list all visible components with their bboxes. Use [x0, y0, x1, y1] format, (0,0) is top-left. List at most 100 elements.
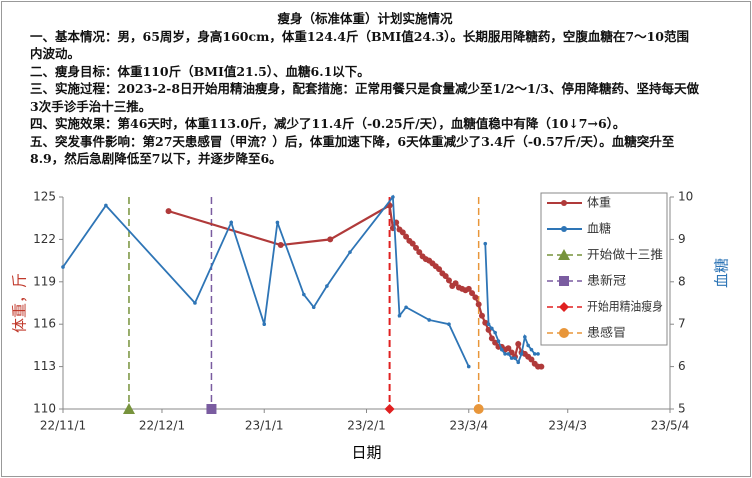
y-tick-label: 116	[33, 317, 56, 331]
point	[536, 352, 540, 356]
point	[404, 305, 408, 310]
event-marker	[206, 404, 217, 414]
line: 二、瘦身目标：体重110斤（BMI值21.5）、血糖6.1以下。	[30, 63, 370, 79]
x-tick-label: 23/1/1	[245, 419, 284, 433]
point	[311, 305, 316, 310]
point	[506, 352, 511, 356]
point	[503, 352, 507, 356]
point	[61, 265, 65, 269]
y-tick-label: 119	[33, 274, 56, 288]
point	[445, 277, 452, 284]
legend-swatch	[558, 249, 570, 260]
point	[302, 292, 306, 297]
point	[532, 352, 537, 356]
point	[104, 203, 108, 208]
point	[472, 294, 479, 301]
point	[519, 352, 524, 356]
point	[447, 322, 451, 327]
point	[262, 322, 267, 327]
legend-label: 开始用精油瘦身	[587, 299, 663, 314]
point	[427, 318, 431, 322]
point	[528, 356, 535, 363]
x-axis-label: 日期	[351, 444, 381, 462]
line: 三、实施过程：2023-2-8日开始用精油瘦身，配套措施：正常用餐只是食量减少至…	[30, 81, 699, 114]
point	[486, 322, 491, 327]
point	[493, 330, 497, 335]
point	[436, 266, 443, 273]
point	[516, 360, 521, 365]
line: 五、突发事件影响：第27天患感冒（甲流？）后，体重加速下降，6天体重减少了3.4…	[30, 133, 675, 167]
point	[492, 339, 499, 346]
point	[442, 273, 449, 280]
point	[490, 326, 494, 331]
point	[469, 290, 476, 297]
point	[348, 250, 352, 254]
point	[403, 233, 410, 240]
header: 瘦身（标准体重）计划实施情况 一、基本情况：男，65周岁，身高160cm，体重1…	[30, 10, 700, 168]
point	[391, 195, 395, 199]
legend-label: 患感冒	[587, 325, 626, 340]
point	[505, 345, 512, 352]
y2-tick-label: 7	[678, 317, 686, 331]
point	[499, 347, 504, 352]
point	[409, 240, 416, 247]
point	[397, 313, 402, 318]
point	[515, 340, 522, 347]
event-marker	[473, 404, 484, 414]
y-tick-label: 122	[33, 232, 56, 246]
point	[399, 229, 406, 236]
point	[229, 220, 234, 225]
point	[526, 343, 530, 348]
legend-label: 体重	[587, 196, 611, 210]
series-line	[62, 194, 539, 367]
legend-box	[540, 192, 668, 346]
line: 四、实施效果：第46天时，体重113.0斤，减少了11.4斤（-0.25斤/天）…	[30, 116, 626, 131]
legend-label: 患新冠	[587, 273, 626, 288]
point	[529, 347, 534, 352]
x-tick-label: 23/3/4	[449, 419, 488, 433]
x-tick-label: 23/2/1	[347, 419, 386, 433]
legend-swatch	[559, 302, 569, 312]
y2-tick-label: 6	[678, 359, 686, 373]
y2-tick-label: 8	[678, 274, 686, 288]
point	[165, 208, 172, 215]
point	[475, 301, 482, 308]
point	[465, 285, 472, 292]
legend-label: 血糖	[587, 221, 611, 236]
y2-axis-label: 血糖	[713, 258, 731, 288]
point	[508, 349, 515, 356]
point	[488, 335, 495, 342]
point	[275, 220, 280, 225]
point	[416, 249, 423, 256]
y2-tick-label: 10	[678, 190, 693, 204]
x-tick-label: 22/12/1	[139, 419, 185, 433]
point	[513, 356, 517, 360]
point	[482, 319, 489, 326]
point	[412, 244, 419, 251]
y2-tick-label: 5	[678, 402, 686, 416]
point	[193, 301, 197, 305]
point	[509, 356, 514, 360]
point	[523, 335, 527, 339]
point	[452, 280, 459, 287]
legend-swatch	[561, 200, 567, 206]
x-tick-label: 23/4/3	[548, 419, 587, 433]
series-line	[168, 203, 542, 368]
title: 瘦身（标准体重）计划实施情况	[277, 11, 453, 26]
point	[483, 241, 488, 246]
event-marker	[384, 404, 395, 414]
point	[496, 339, 501, 343]
event-marker	[122, 403, 135, 414]
x-tick-label: 22/11/1	[40, 419, 86, 433]
y-tick-label: 125	[33, 190, 56, 204]
legend-swatch	[559, 328, 569, 338]
point	[327, 236, 334, 243]
legend-swatch	[559, 276, 569, 286]
line: 一、基本情况：男，65周岁，身高160cm，体重124.4斤（BMI值24.3）…	[30, 28, 690, 62]
point	[277, 242, 284, 249]
legend-label: 开始做十三推	[587, 247, 663, 262]
point	[478, 312, 485, 319]
point	[466, 364, 471, 369]
